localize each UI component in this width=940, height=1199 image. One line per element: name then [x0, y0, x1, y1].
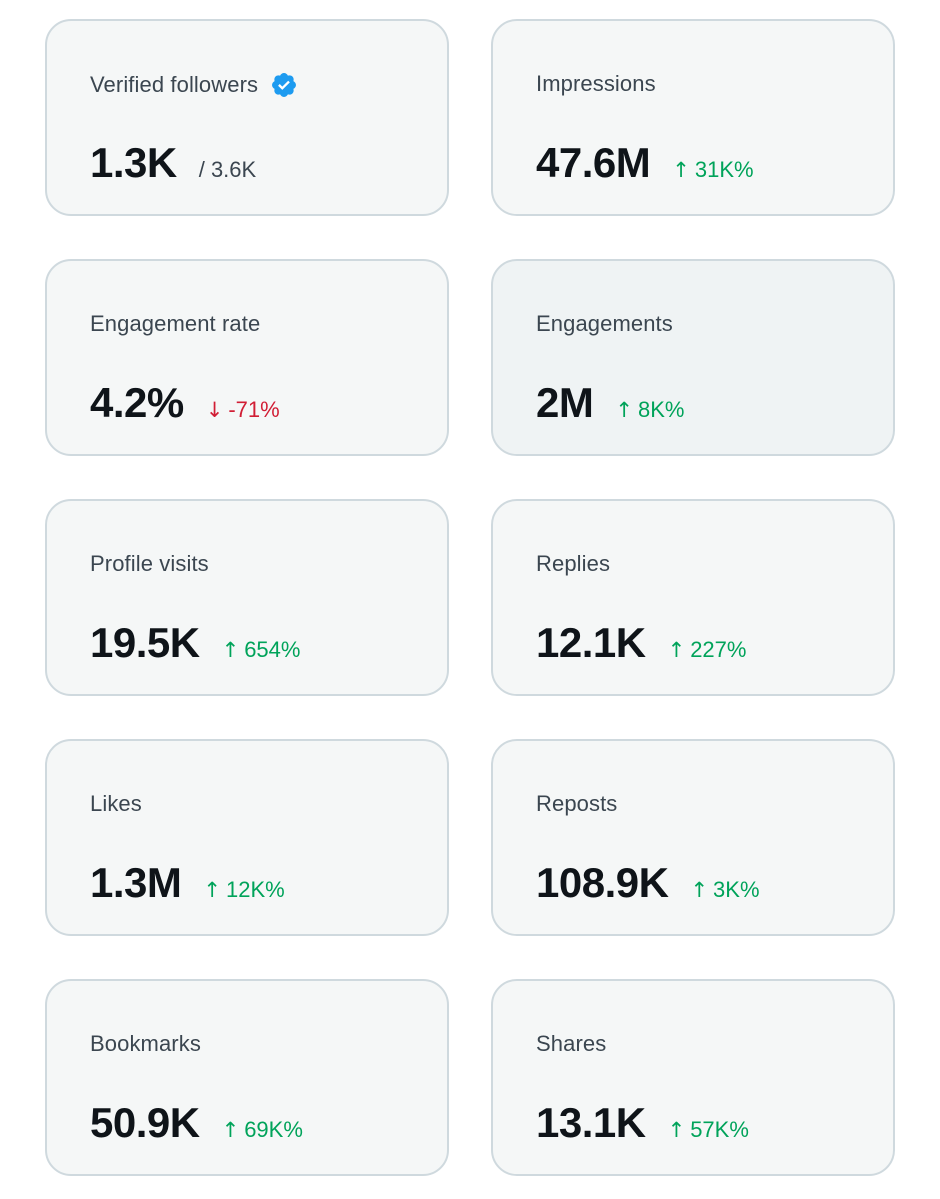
card-label: Shares	[536, 1031, 607, 1056]
metric-row: 13.1K ↑ 57K%	[536, 1099, 749, 1147]
arrow-up-icon: ↑	[221, 638, 240, 662]
metric-change: ↑ 31K%	[672, 157, 753, 183]
metric-row: 50.9K ↑ 69K%	[90, 1099, 303, 1147]
metric-value: 1.3M	[90, 859, 182, 906]
shares-card[interactable]: Shares 13.1K ↑ 57K%	[491, 979, 895, 1176]
card-label: Likes	[90, 791, 142, 816]
arrow-up-icon: ↑	[203, 878, 221, 902]
arrow-down-icon: ↓	[205, 398, 224, 422]
metric-row: 1.3M ↑ 12K%	[90, 859, 285, 907]
card-label: Bookmarks	[90, 1031, 201, 1056]
card-label: Profile visits	[90, 551, 209, 576]
verified-badge-icon	[272, 73, 297, 97]
metric-change: ↓ -71%	[206, 397, 280, 423]
verified-followers-card[interactable]: Verified followers 1.3K / 3.6K	[45, 19, 449, 216]
impressions-card[interactable]: Impressions 47.6M ↑ 31K%	[491, 19, 895, 216]
metric-change-value: 3K%	[713, 877, 760, 902]
metric-change: ↑ 57K%	[668, 1117, 749, 1143]
metric-value: 4.2%	[90, 379, 184, 426]
card-label: Engagement rate	[90, 311, 261, 336]
verified-followers-label: Verified followers	[90, 71, 298, 99]
metric-value: 50.9K	[90, 1099, 200, 1146]
arrow-up-icon: ↑	[667, 638, 686, 662]
metric-value: 1.3K	[90, 139, 177, 186]
arrow-up-icon: ↑	[672, 158, 690, 182]
arrow-up-icon: ↑	[615, 398, 633, 422]
metric-change: ↑ 8K%	[615, 397, 684, 423]
bookmarks-card[interactable]: Bookmarks 50.9K ↑ 69K%	[45, 979, 449, 1176]
arrow-up-icon: ↑	[667, 1118, 686, 1142]
metric-change: ↑ 3K%	[690, 877, 759, 903]
card-label: Replies	[536, 551, 611, 576]
metric-row: 47.6M ↑ 31K%	[536, 139, 754, 187]
arrow-up-icon: ↑	[690, 878, 709, 902]
metric-value: 13.1K	[536, 1099, 646, 1146]
metric-total: / 3.6K	[198, 157, 257, 182]
metric-change: ↑ 227%	[668, 637, 747, 663]
engagements-card[interactable]: Engagements 2M ↑ 8K%	[491, 259, 895, 456]
metric-value: 12.1K	[536, 619, 646, 666]
metric-change-value: 12K%	[225, 877, 285, 902]
metric-change: ↑ 12K%	[203, 877, 284, 903]
metric-value: 108.9K	[536, 859, 669, 906]
metric-change-value: 227%	[690, 637, 747, 662]
metric-row: 2M ↑ 8K%	[536, 379, 684, 427]
metric-change-value: 69K%	[244, 1117, 303, 1142]
metric-change-value: 8K%	[637, 397, 685, 422]
metric-row: 4.2% ↓ -71%	[90, 379, 280, 427]
metric-value: 47.6M	[536, 139, 651, 186]
card-label: Impressions	[536, 71, 656, 96]
metric-change: ↑ 654%	[222, 637, 301, 663]
metric-row: 108.9K ↑ 3K%	[536, 859, 760, 907]
arrow-up-icon: ↑	[221, 1118, 240, 1142]
metric-value: 19.5K	[90, 619, 200, 666]
card-label: Reposts	[536, 791, 618, 816]
metric-change-value: 31K%	[694, 157, 754, 182]
metric-row: 1.3K / 3.6K	[90, 139, 256, 187]
profile-visits-card[interactable]: Profile visits 19.5K ↑ 654%	[45, 499, 449, 696]
likes-card[interactable]: Likes 1.3M ↑ 12K%	[45, 739, 449, 936]
card-label-text: Verified followers	[90, 72, 259, 97]
metric-change-value: 654%	[244, 637, 301, 662]
metric-row: 12.1K ↑ 227%	[536, 619, 746, 667]
metric-change-value: -71%	[228, 397, 280, 422]
metric-row: 19.5K ↑ 654%	[90, 619, 300, 667]
card-label: Engagements	[536, 311, 673, 336]
engagement-rate-card[interactable]: Engagement rate 4.2% ↓ -71%	[45, 259, 449, 456]
metric-change: ↑ 69K%	[222, 1117, 303, 1143]
replies-card[interactable]: Replies 12.1K ↑ 227%	[491, 499, 895, 696]
metric-value: 2M	[536, 379, 594, 426]
metric-change-value: 57K%	[690, 1117, 749, 1142]
reposts-card[interactable]: Reposts 108.9K ↑ 3K%	[491, 739, 895, 936]
